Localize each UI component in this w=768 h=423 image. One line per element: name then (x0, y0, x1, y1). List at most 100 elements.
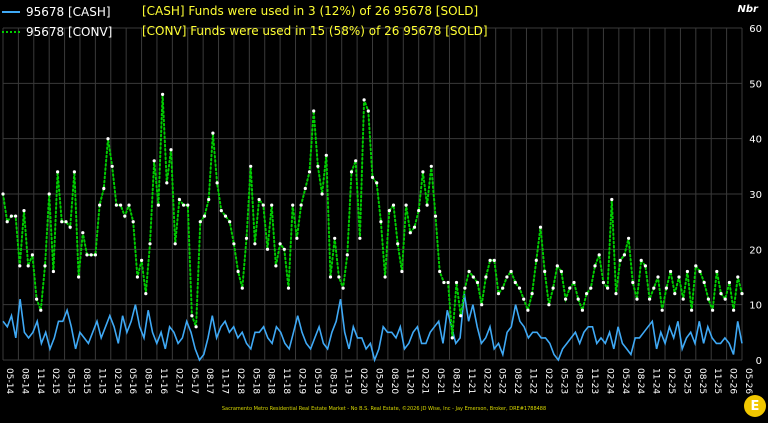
conv-point (93, 253, 97, 257)
x-tick-label: 08-14 (19, 368, 29, 394)
conv-point (648, 297, 652, 301)
conv-point (223, 214, 228, 218)
x-tick-label: 11-21 (466, 368, 476, 394)
x-tick-label: 11-17 (220, 368, 230, 394)
conv-point (471, 275, 475, 279)
conv-point (165, 181, 169, 185)
cash-line-swatch (2, 11, 20, 13)
conv-point (362, 98, 366, 102)
y-tick-labels: 0 10 20 30 40 50 60 (749, 24, 762, 367)
conv-point (211, 131, 215, 135)
headline-conv: [CONV] Funds were used in 15 (58%) of 26… (142, 24, 488, 38)
conv-point (425, 203, 429, 207)
conv-point (564, 297, 568, 301)
legend-item-conv[interactable]: 95678 [CONV] (2, 22, 112, 42)
conv-point (589, 286, 593, 290)
conv-point (408, 231, 412, 235)
conv-point (387, 209, 391, 213)
conv-point (442, 280, 446, 285)
conv-point (253, 242, 257, 246)
conv-point (719, 292, 723, 296)
y-tick-label: 30 (749, 190, 762, 201)
conv-point (135, 275, 139, 279)
conv-point (454, 280, 459, 285)
conv-point (690, 308, 694, 312)
conv-point (459, 314, 463, 318)
x-tick-label: 02-16 (112, 368, 122, 394)
x-tick-label: 08-19 (327, 368, 337, 394)
conv-point (249, 164, 253, 168)
x-tick-labels: 05-14 08-14 11-14 02-15 05-15 08-15 11-15 02-16… (4, 368, 753, 394)
conv-point (366, 109, 370, 113)
conv-point (9, 214, 13, 218)
y-tick-label: 40 (749, 135, 762, 146)
x-tick-label: 02-26 (728, 368, 738, 394)
conv-point (652, 286, 656, 290)
x-tick-label: 11-15 (96, 368, 106, 394)
x-tick-label: 08-22 (512, 368, 522, 394)
x-tick-label: 11-20 (404, 368, 414, 394)
y-tick-label: 60 (749, 24, 762, 35)
conv-point (660, 308, 664, 312)
conv-point (517, 286, 522, 290)
conv-point (123, 214, 127, 218)
conv-point (412, 225, 417, 229)
conv-point (328, 275, 333, 279)
conv-point (580, 308, 585, 312)
conv-point (89, 253, 93, 257)
conv-point (257, 197, 261, 202)
headline-cash: [CASH] Funds were used in 3 (12%) of 26 … (142, 4, 479, 18)
conv-point (291, 203, 295, 207)
conv-point (85, 253, 89, 257)
conv-point (606, 286, 610, 290)
x-tick-label: 08-15 (81, 368, 91, 394)
x-tick-label: 05-24 (620, 368, 630, 394)
conv-point (278, 242, 282, 246)
conv-point (732, 308, 736, 312)
conv-point (127, 203, 131, 207)
conv-point (320, 192, 324, 196)
conv-point (484, 275, 488, 279)
conv-point (81, 231, 85, 235)
x-tick-label: 05-15 (66, 368, 76, 394)
x-tick-label: 11-14 (35, 368, 45, 394)
conv-point (673, 292, 677, 296)
conv-point (270, 203, 274, 207)
conv-point (538, 225, 543, 229)
x-tick-label: 02-25 (666, 368, 676, 394)
conv-point (639, 258, 643, 262)
x-tick-label: 02-23 (543, 368, 553, 394)
conv-point (337, 275, 341, 279)
conv-point (555, 264, 559, 268)
x-tick-label: 05-22 (497, 368, 507, 394)
conv-point (119, 203, 123, 207)
conv-point (286, 286, 291, 290)
conv-point (711, 308, 715, 312)
conv-point (643, 264, 648, 268)
conv-point (307, 170, 312, 174)
x-tick-label: 08-24 (635, 368, 645, 394)
conv-point (60, 220, 64, 224)
conv-point (421, 170, 425, 174)
conv-point (522, 297, 526, 301)
x-tick-label: 02-22 (481, 368, 491, 394)
legend-label-conv: 95678 [CONV] (26, 25, 113, 39)
conv-point (144, 292, 148, 296)
x-tick-label: 05-16 (127, 368, 137, 394)
x-tick-label: 02-24 (604, 368, 614, 394)
conv-point (727, 280, 732, 285)
conv-point (614, 292, 618, 296)
conv-point (568, 286, 572, 290)
x-tick-label: 11-19 (343, 368, 353, 394)
conv-point (30, 253, 34, 257)
conv-point (664, 286, 669, 290)
conv-point (312, 109, 316, 113)
conv-point (400, 269, 404, 274)
conv-point (572, 280, 576, 285)
legend-item-cash[interactable]: 95678 [CASH] (2, 2, 112, 22)
conv-point (438, 269, 442, 274)
conv-point (182, 203, 186, 207)
conv-point (736, 275, 740, 279)
conv-point (585, 292, 589, 296)
